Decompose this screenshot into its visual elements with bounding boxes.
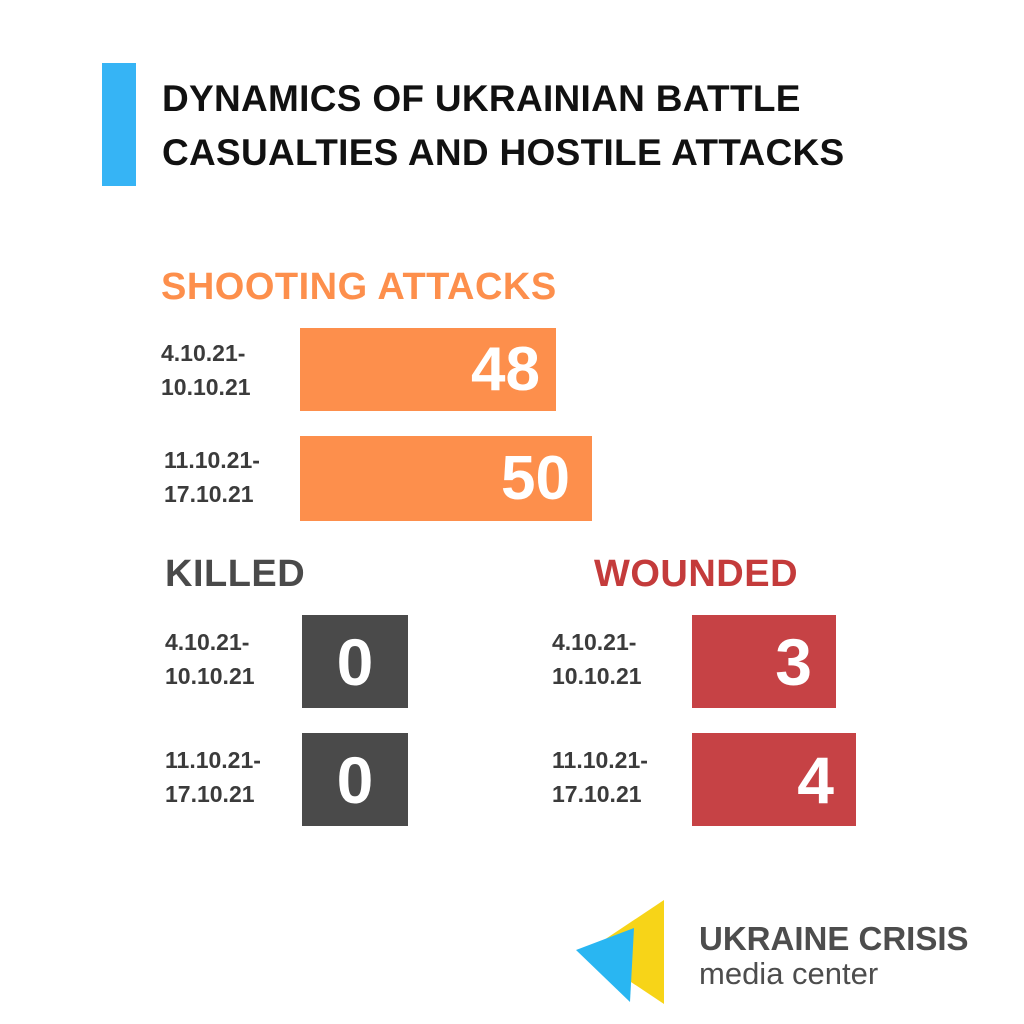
wounded-date-label: 4.10.21- 10.10.21 xyxy=(552,625,642,693)
bar-value-label: 3 xyxy=(775,624,812,699)
date-start: 11.10.21- xyxy=(552,747,648,773)
logo-subtitle: media center xyxy=(699,956,879,991)
shooting-bar: 48 xyxy=(300,328,556,411)
date-start: 4.10.21- xyxy=(161,340,246,366)
accent-bar xyxy=(102,63,136,186)
killed-heading: KILLED xyxy=(165,553,306,595)
killed-date-label: 11.10.21- 17.10.21 xyxy=(165,743,261,811)
title-line-2: CASUALTIES AND HOSTILE ATTACKS xyxy=(162,132,845,173)
killed-date-label: 4.10.21- 10.10.21 xyxy=(165,625,255,693)
shooting-attacks-heading: SHOOTING ATTACKS xyxy=(161,266,557,308)
bar-value-label: 4 xyxy=(797,742,834,817)
title-line-1: DYNAMICS OF UKRAINIAN BATTLE xyxy=(162,78,801,119)
date-end: 10.10.21 xyxy=(165,663,255,689)
bar-value-label: 50 xyxy=(501,444,570,513)
killed-bar: 0 xyxy=(302,615,408,708)
wounded-heading: WOUNDED xyxy=(594,553,799,595)
date-end: 10.10.21 xyxy=(161,374,251,400)
date-end: 10.10.21 xyxy=(552,663,642,689)
bar-value-label: 0 xyxy=(336,742,374,817)
shooting-date-label: 4.10.21- 10.10.21 xyxy=(161,336,251,404)
bar-value-label: 48 xyxy=(471,335,540,404)
killed-bar: 0 xyxy=(302,733,408,826)
wounded-date-label: 11.10.21- 17.10.21 xyxy=(552,743,648,811)
triangles-logo-icon xyxy=(576,900,664,1004)
bar-value-label: 0 xyxy=(336,624,374,699)
date-end: 17.10.21 xyxy=(552,781,642,807)
date-start: 4.10.21- xyxy=(165,629,250,655)
wounded-bar: 3 xyxy=(692,615,836,708)
date-end: 17.10.21 xyxy=(165,781,255,807)
date-start: 4.10.21- xyxy=(552,629,637,655)
date-end: 17.10.21 xyxy=(164,481,254,507)
date-start: 11.10.21- xyxy=(165,747,261,773)
date-start: 11.10.21- xyxy=(164,447,260,473)
shooting-bar: 50 xyxy=(300,436,592,521)
wounded-bar: 4 xyxy=(692,733,856,826)
shooting-date-label: 11.10.21- 17.10.21 xyxy=(164,443,260,511)
logo-name: UKRAINE CRISIS xyxy=(699,920,969,957)
page-title: DYNAMICS OF UKRAINIAN BATTLE CASUALTIES … xyxy=(162,72,1002,180)
